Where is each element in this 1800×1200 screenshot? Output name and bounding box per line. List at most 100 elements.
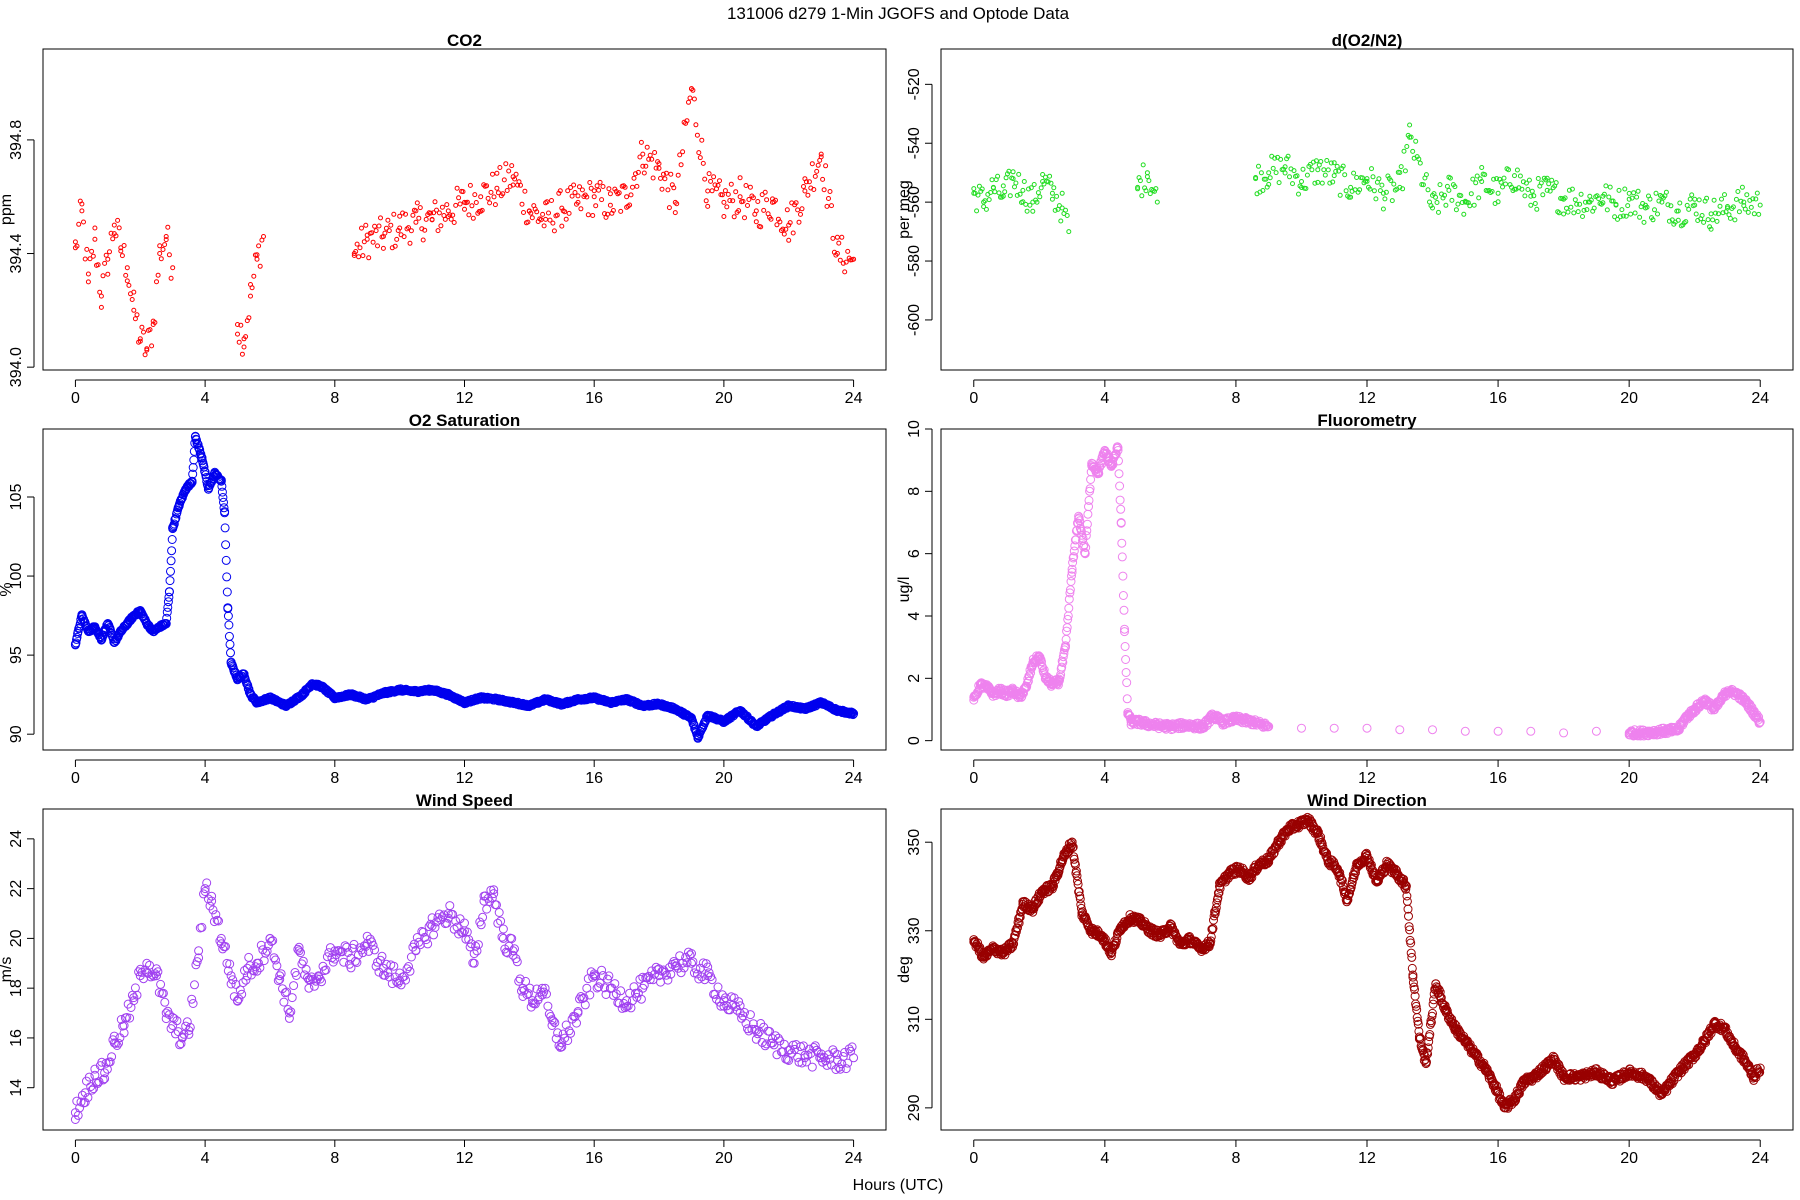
do2n2-plot-frame — [940, 48, 1794, 371]
co2-point — [366, 255, 372, 261]
do2n2-point — [1622, 186, 1628, 192]
wspd-point — [427, 921, 437, 931]
do2n2-point — [971, 190, 977, 196]
wspd-point — [275, 971, 285, 981]
do2n2-point — [1388, 178, 1394, 183]
do2n2-point — [1452, 184, 1458, 190]
co2-point — [703, 198, 709, 204]
fluor-point — [1114, 469, 1124, 479]
co2-point — [256, 243, 262, 249]
co2-point — [590, 213, 596, 218]
co2-point — [786, 222, 792, 228]
co2-point — [107, 249, 112, 255]
wdir-point — [1073, 876, 1082, 886]
do2n2-point — [1553, 180, 1559, 186]
co2-point — [677, 152, 683, 158]
wspd-point — [223, 966, 233, 976]
o2sat-y-tick-label: 100 — [8, 563, 25, 590]
co2-point — [696, 150, 702, 156]
do2n2-point — [1049, 196, 1055, 202]
do2n2-point — [1689, 192, 1695, 198]
wspd-point — [542, 989, 551, 999]
fluor-point — [1247, 717, 1257, 727]
co2-point — [469, 203, 475, 209]
co2-point — [666, 205, 672, 211]
o2sat-point — [557, 699, 567, 709]
fluor-point — [1121, 655, 1131, 664]
co2-point — [672, 210, 678, 216]
wspd-point — [508, 950, 518, 960]
co2-point — [451, 220, 457, 225]
co2-point — [119, 253, 125, 259]
fluor-point — [1723, 686, 1732, 696]
co2-point — [519, 201, 525, 207]
wspd-point — [284, 1008, 294, 1018]
wdir-point — [1013, 917, 1023, 927]
fluor-point — [1591, 726, 1601, 736]
do2n2-point — [1584, 207, 1590, 213]
co2-point — [577, 184, 582, 190]
do2n2-point — [1687, 196, 1693, 202]
wspd-point — [784, 1045, 794, 1055]
wspd-point — [496, 916, 506, 926]
wspd-point — [564, 1026, 574, 1036]
wspd-point — [200, 884, 210, 894]
co2-point — [359, 225, 364, 231]
wdir-point — [1400, 880, 1410, 890]
wspd-point — [415, 940, 425, 950]
co2-point — [168, 275, 174, 281]
do2n2-point — [1495, 199, 1501, 205]
do2n2-point — [1753, 196, 1759, 202]
co2-point — [90, 253, 96, 259]
co2-point — [843, 259, 849, 265]
wspd-point — [262, 946, 272, 956]
wdir-point — [1072, 871, 1082, 881]
do2n2-point — [1370, 174, 1376, 180]
do2n2-point — [1652, 207, 1657, 213]
co2-point — [105, 271, 111, 277]
do2n2-point — [1016, 171, 1022, 177]
co2-point — [672, 199, 678, 205]
wspd-point — [158, 988, 168, 998]
wspd-point — [743, 1024, 752, 1034]
co2-point — [845, 248, 851, 254]
co2-point — [594, 183, 600, 189]
do2n2-point — [1407, 122, 1413, 128]
do2n2-point — [1532, 201, 1538, 206]
wspd-point — [540, 983, 550, 993]
o2sat-point — [800, 704, 810, 714]
o2sat-point — [849, 709, 859, 719]
wspd-point — [589, 971, 599, 981]
wspd-point — [807, 1062, 817, 1072]
co2-point — [392, 243, 398, 249]
co2-point — [487, 200, 493, 206]
fluor-point — [1120, 624, 1129, 634]
do2n2-point — [1434, 200, 1440, 205]
wspd-x-tick-label: 12 — [456, 1150, 474, 1167]
wspd-point — [370, 945, 380, 955]
co2-point — [108, 230, 114, 236]
wspd-point — [145, 960, 154, 970]
o2sat-point — [162, 613, 172, 623]
co2-point — [416, 215, 422, 221]
do2n2-x-tick-label: 4 — [1100, 390, 1109, 407]
do2n2-point — [1710, 217, 1716, 223]
wdir-point — [1345, 889, 1354, 898]
fluor-x-tick-label: 20 — [1620, 770, 1638, 787]
wspd-point — [339, 957, 349, 967]
do2n2-point — [1342, 172, 1348, 178]
co2-point — [607, 191, 613, 197]
co2-point — [593, 203, 599, 209]
co2-point — [631, 175, 637, 181]
wdir-point — [1440, 1001, 1450, 1011]
wspd-point — [346, 963, 356, 973]
co2-point — [378, 215, 383, 221]
wspd-point — [296, 948, 305, 958]
wspd-point — [682, 958, 692, 968]
do2n2-point — [1528, 193, 1534, 199]
wdir-point — [1406, 938, 1416, 948]
do2n2-point — [1599, 201, 1604, 207]
fluor-point — [1080, 549, 1090, 559]
